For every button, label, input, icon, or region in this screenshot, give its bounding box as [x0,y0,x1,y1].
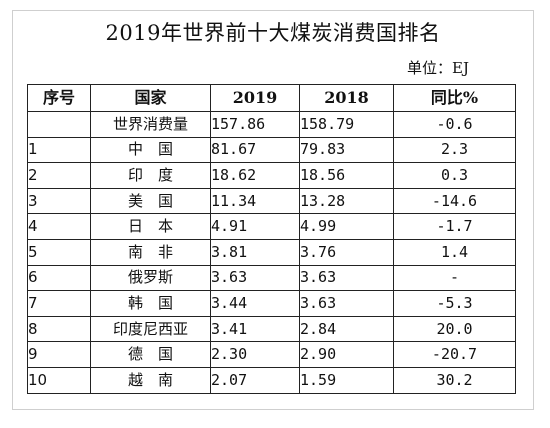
country-cell: 美 国 [90,187,211,215]
rank-cell: 1 [27,136,91,164]
table-body: 世界消费量 157.86 158.79 -0.6 1 中 国 81.67 79.83 2.3 2 印… [27,111,516,394]
unit-label: 单位：EJ [407,59,469,77]
value-2018-cell: 1.59 [299,366,394,394]
value-2018-cell: 2.84 [299,315,394,343]
table-row: 8 印度尼西亚 3.41 2.84 20.0 [27,315,516,343]
header-2019: 2019 [210,84,300,112]
header-row: 序号 国家 2019 2018 同比% [27,84,516,112]
value-2019-cell: 81.67 [210,136,300,164]
country-cell: 印 度 [90,162,211,189]
value-2019-cell: 3.44 [210,290,300,317]
rank-cell: 8 [27,315,91,343]
table-row: 6 俄罗斯 3.63 3.63- [27,264,516,292]
value-2018-cell: 13.28 [299,187,394,215]
value-2018-cell: 79.83 [299,136,394,164]
value-2019-cell: 18.62 [210,162,300,189]
yoy-change-cell: -1.7 [393,213,516,240]
value-2019-cell: 157.86 [210,111,300,138]
yoy-change-cell: 2.3 [393,136,516,164]
value-2019-cell: 3.63 [210,264,300,292]
yoy-change-cell: -14.6 [393,187,516,215]
country-cell: 中 国 [90,136,211,164]
value-2018-cell: 3.63 [299,290,394,317]
rank-cell: 4 [27,213,91,240]
table-row: 世界消费量 157.86 158.79 -0.6 [27,111,516,138]
value-2018-cell: 3.63 [299,264,394,292]
table-row: 10 越 南 2.07 1.59 30.2 [27,366,516,394]
value-2018-cell: 18.56 [299,162,394,189]
value-2019-cell: 2.07 [210,366,300,394]
yoy-change-cell: 30.2 [393,366,516,394]
value-2019-cell: 2.30 [210,341,300,368]
country-cell: 南 非 [90,238,211,266]
yoy-change-cell: -5.3 [393,290,516,317]
rank-cell: 2 [27,162,91,189]
value-2018-cell: 158.79 [299,111,394,138]
yoy-change-cell: -20.7 [393,341,516,368]
country-cell: 日 本 [90,213,211,240]
value-2018-cell: 3.76 [299,238,394,266]
country-cell: 世界消费量 [90,111,211,138]
value-2019-cell: 3.41 [210,315,300,343]
header-country: 国家 [90,84,211,112]
country-cell: 俄罗斯 [90,264,211,292]
country-cell: 德 国 [90,341,211,368]
value-2019-cell: 4.91 [210,213,300,240]
rank-cell: 3 [27,187,91,215]
page-title: 2019年世界前十大煤炭消费国排名 [105,21,441,45]
yoy-change-cell: 1.4 [393,238,516,266]
yoy-change-cell: -0.6 [393,111,516,138]
rank-cell: 10 [27,366,91,394]
rank-cell [27,111,91,138]
yoy-change-cell: - [393,264,516,292]
value-2019-cell: 3.81 [210,238,300,266]
country-cell: 印度尼西亚 [90,315,211,343]
country-cell: 韩 国 [90,290,211,317]
rank-cell: 9 [27,341,91,368]
value-2018-cell: 4.99 [299,213,394,240]
header-rank: 序号 [27,84,91,112]
yoy-change-cell: 0.3 [393,162,516,189]
header-2018: 2018 [299,84,394,112]
rank-cell: 6 [27,264,91,292]
rank-cell: 7 [27,290,91,317]
country-cell: 越 南 [90,366,211,394]
value-2019-cell: 11.34 [210,187,300,215]
value-2018-cell: 2.90 [299,341,394,368]
coal-consumption-table: 序号 国家 2019 2018 同比% 世界消费量 157.86 158.79 -0.… [27,84,516,394]
header-yoy: 同比% [393,84,516,112]
rank-cell: 5 [27,238,91,266]
yoy-change-cell: 20.0 [393,315,516,343]
